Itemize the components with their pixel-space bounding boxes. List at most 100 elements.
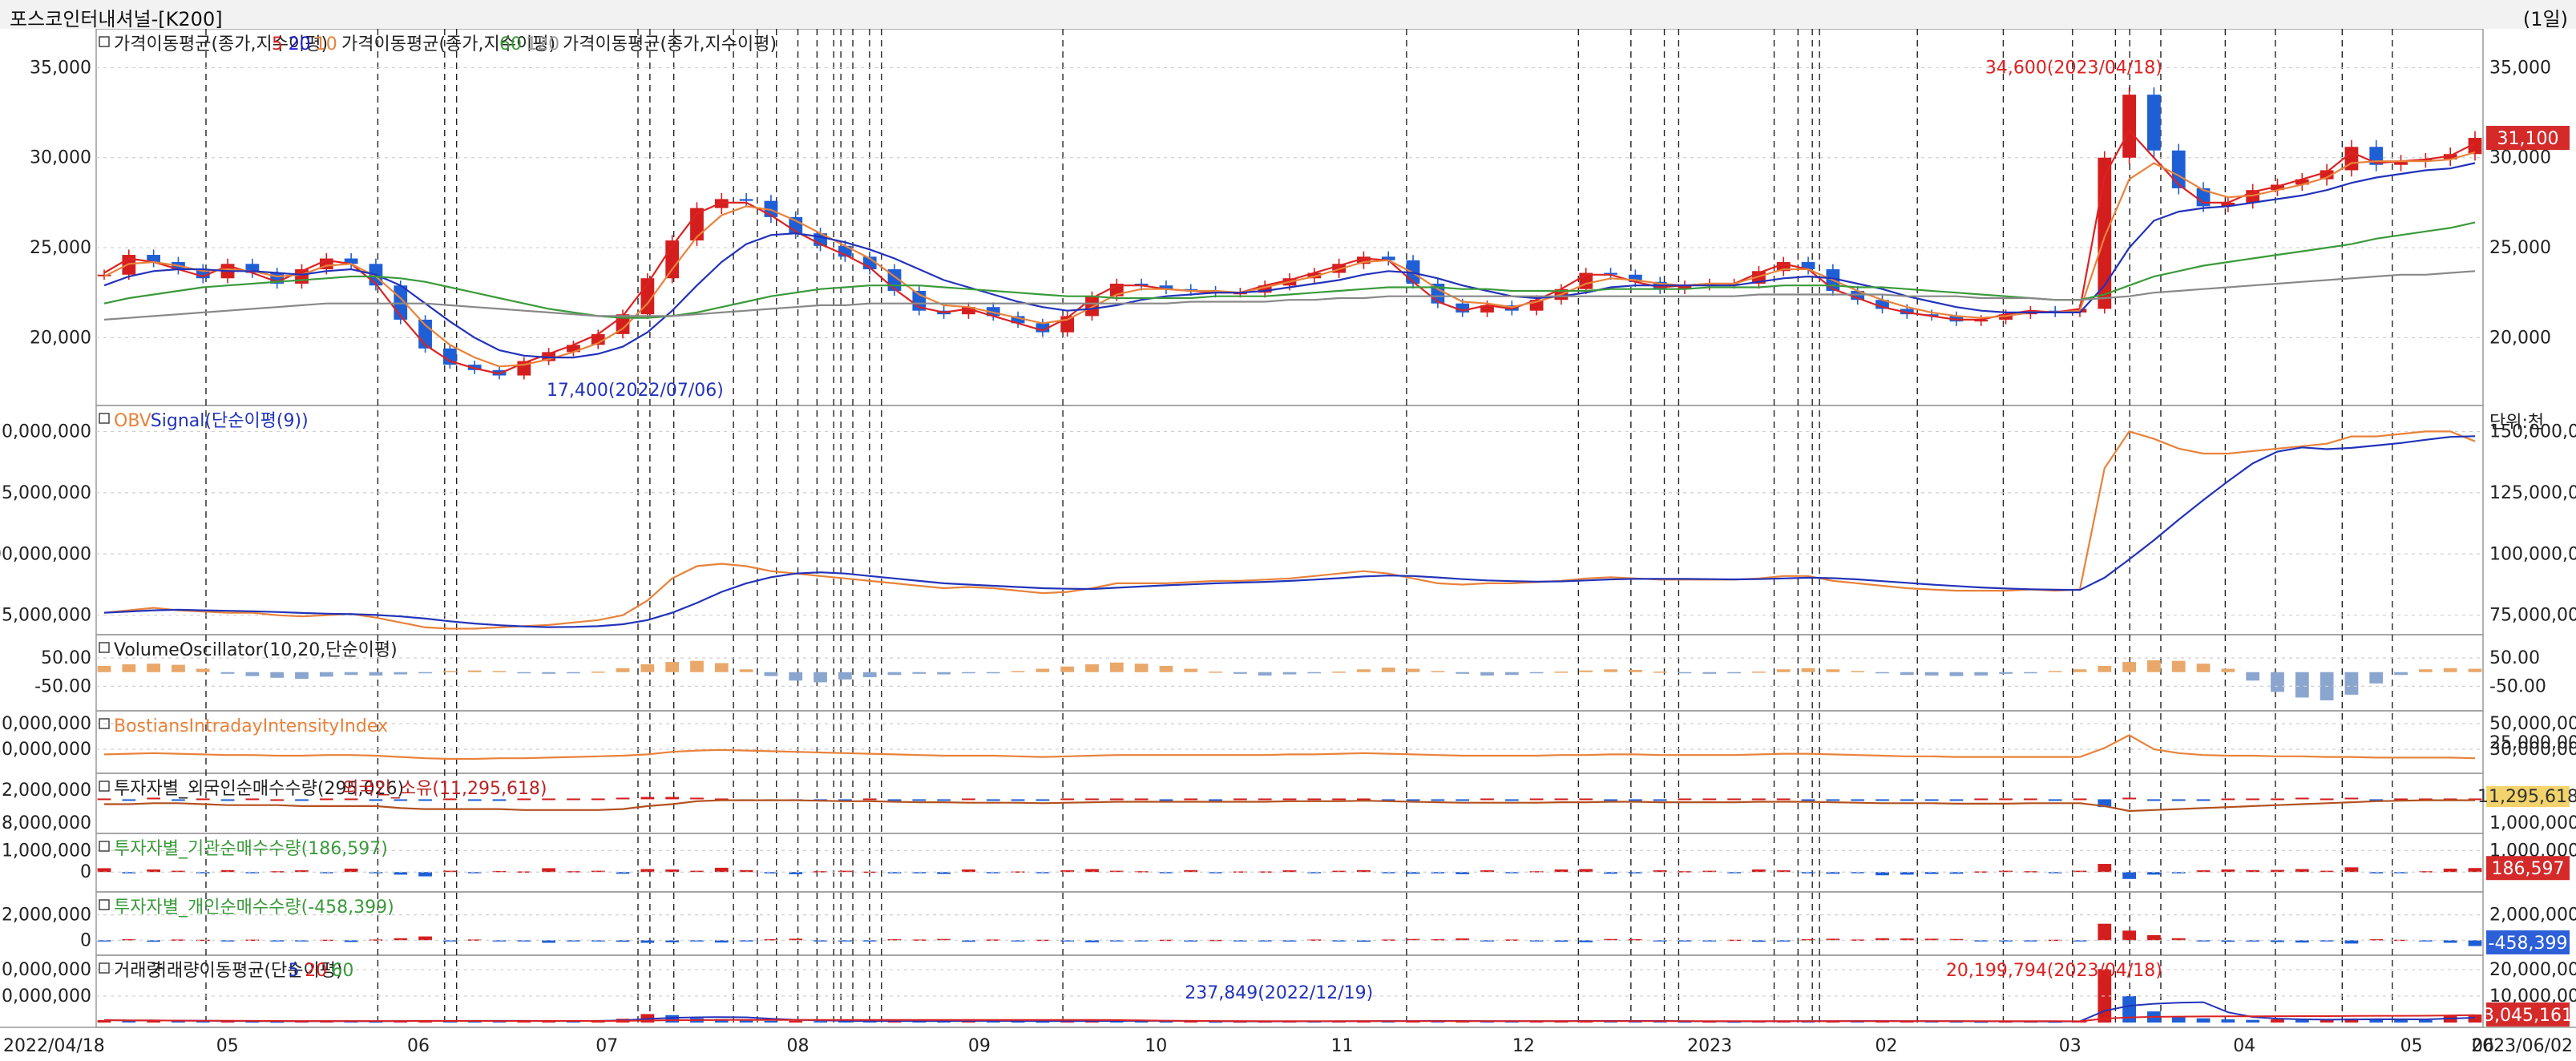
bar-institution xyxy=(467,872,482,873)
bar-institution xyxy=(2073,870,2087,873)
bar-foreign xyxy=(394,799,408,801)
bar-vo xyxy=(1579,670,1593,672)
bar-foreign xyxy=(1900,799,1914,801)
current-value-box-price xyxy=(2486,126,2570,151)
bar-foreign xyxy=(245,798,260,801)
panel-marker-institution xyxy=(99,841,110,852)
bar-foreign xyxy=(2246,798,2260,801)
bar-vo xyxy=(1332,672,1347,673)
bar-foreign xyxy=(1628,799,1642,801)
bar-institution xyxy=(665,869,680,873)
panel-title-obv: OBV xyxy=(114,411,151,431)
volume-bar xyxy=(714,1019,729,1023)
x-tick-label: 09 xyxy=(968,1036,991,1056)
bar-vo xyxy=(1282,672,1297,675)
bar-institution xyxy=(1924,872,1939,874)
bar-vo xyxy=(1456,672,1470,674)
bar-foreign xyxy=(542,798,556,801)
candle-body xyxy=(1456,303,1470,313)
candle-body xyxy=(2320,170,2334,180)
candle-body xyxy=(245,264,260,273)
current-value-label-foreign: 11,295,618 xyxy=(2477,787,2576,807)
panel-title-volume: 거래량이동평균(단순이평) xyxy=(151,961,343,981)
bar-foreign xyxy=(1653,799,1667,801)
bar-institution xyxy=(1060,870,1075,873)
bar-vo xyxy=(2073,669,2087,672)
y-tick-right-bii: 50,000,000 xyxy=(2489,714,2576,734)
y-tick-left-obv: 150,000,000 xyxy=(0,422,91,442)
y-tick-left-price: 20,000 xyxy=(30,328,91,348)
bar-vo xyxy=(1085,664,1099,672)
series-line-price-20 xyxy=(103,162,2476,359)
bar-vo xyxy=(2023,672,2037,674)
y-tick-right-vo: -50.00 xyxy=(2489,676,2546,696)
bar-vo xyxy=(344,672,358,676)
bar-institution xyxy=(97,868,111,873)
bar-foreign xyxy=(2171,799,2186,801)
candle-body xyxy=(1011,316,1025,324)
bar-individual xyxy=(1776,940,1791,942)
y-tick-right-bii: 25,000,000 xyxy=(2489,733,2576,753)
bar-individual xyxy=(616,940,630,942)
volume-bar xyxy=(2196,1018,2211,1023)
bar-foreign xyxy=(517,798,531,801)
bar-individual xyxy=(2443,940,2457,943)
bar-individual xyxy=(1109,940,1124,942)
bar-foreign xyxy=(2320,798,2334,801)
bar-institution xyxy=(442,870,457,873)
stock-chart[interactable]: 35,000 35,000 30,000 30,000 25,000 25,000 20,0… xyxy=(0,29,2576,1061)
bar-vo xyxy=(2369,672,2384,684)
y-tick-left-vo: 50.00 xyxy=(41,648,91,668)
bar-foreign xyxy=(492,799,507,801)
bar-foreign xyxy=(1011,799,1025,801)
y-tick-left-obv: 125,000,000 xyxy=(0,483,91,503)
bar-institution xyxy=(1604,872,1617,874)
candle-body xyxy=(1480,305,1494,313)
bar-vo xyxy=(1554,672,1569,673)
bar-institution xyxy=(1480,870,1494,873)
volume-bar xyxy=(1011,1021,1025,1023)
bar-vo xyxy=(814,672,827,683)
bar-institution xyxy=(591,870,605,873)
bar-individual xyxy=(2023,940,2037,942)
volume-bar xyxy=(1653,1021,1667,1023)
bar-vo xyxy=(418,672,432,674)
x-tick-label: 05 xyxy=(216,1036,239,1056)
candle-body xyxy=(1159,285,1173,289)
volume-bar xyxy=(369,1021,383,1023)
bar-vo xyxy=(1307,672,1322,674)
bar-foreign xyxy=(2221,798,2235,801)
bar-institution xyxy=(1702,870,1717,873)
volume-bar xyxy=(2418,1020,2433,1023)
bar-individual xyxy=(442,940,457,942)
bar-institution xyxy=(2171,872,2186,873)
bar-foreign xyxy=(1036,799,1050,801)
bar-individual xyxy=(492,940,507,942)
bar-foreign xyxy=(1159,799,1173,801)
y-tick-left-individual: 2,000,000 xyxy=(2,906,91,926)
bar-individual xyxy=(838,940,852,942)
bar-institution xyxy=(2271,869,2284,873)
y-tick-left-institution: 0 xyxy=(80,862,91,882)
y-tick-right-obv: 150,000,000 xyxy=(2489,422,2576,442)
bar-individual xyxy=(1282,940,1297,942)
bar-vo xyxy=(1431,671,1445,672)
volume-annotation: 237,849(2022/12/19) xyxy=(1185,983,1373,1003)
y-tick-right-price: 30,000 xyxy=(2489,148,2551,168)
bar-vo xyxy=(2468,668,2482,672)
candle-body xyxy=(542,352,556,361)
candle-body xyxy=(2196,188,2211,207)
bar-individual xyxy=(690,940,704,942)
volume-bar xyxy=(1480,1021,1494,1023)
panel-title-price: 60 xyxy=(499,34,522,54)
bar-institution xyxy=(418,872,432,877)
bar-foreign xyxy=(1924,799,1939,801)
bar-foreign xyxy=(2295,797,2309,800)
y-tick-right-price: 25,000 xyxy=(2489,238,2551,258)
bar-individual xyxy=(2468,940,2482,946)
series-line-price-10 xyxy=(103,151,2476,368)
bar-vo xyxy=(122,664,136,672)
bar-vo xyxy=(1036,668,1050,672)
volume-annotation: 20,199,794(2023/04/18) xyxy=(1946,961,2162,981)
x-tick-label: 04 xyxy=(2233,1036,2255,1056)
